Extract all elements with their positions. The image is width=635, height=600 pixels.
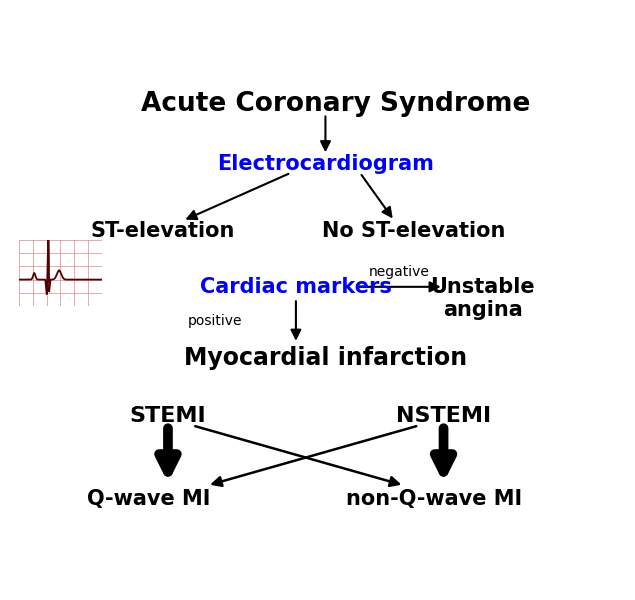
Text: Myocardial infarction: Myocardial infarction: [184, 346, 467, 370]
Text: Unstable
angina: Unstable angina: [431, 277, 535, 320]
Text: non-Q-wave MI: non-Q-wave MI: [345, 490, 522, 509]
Text: Cardiac markers: Cardiac markers: [200, 277, 392, 297]
Text: Q-wave MI: Q-wave MI: [86, 490, 210, 509]
Text: STEMI: STEMI: [130, 406, 206, 426]
Text: No ST-elevation: No ST-elevation: [323, 221, 505, 241]
Text: positive: positive: [187, 314, 242, 328]
Text: Electrocardiogram: Electrocardiogram: [217, 154, 434, 175]
Text: Acute Coronary Syndrome: Acute Coronary Syndrome: [140, 91, 530, 118]
Text: negative: negative: [369, 265, 430, 278]
Text: NSTEMI: NSTEMI: [396, 406, 491, 426]
Text: ST-elevation: ST-elevation: [91, 221, 235, 241]
